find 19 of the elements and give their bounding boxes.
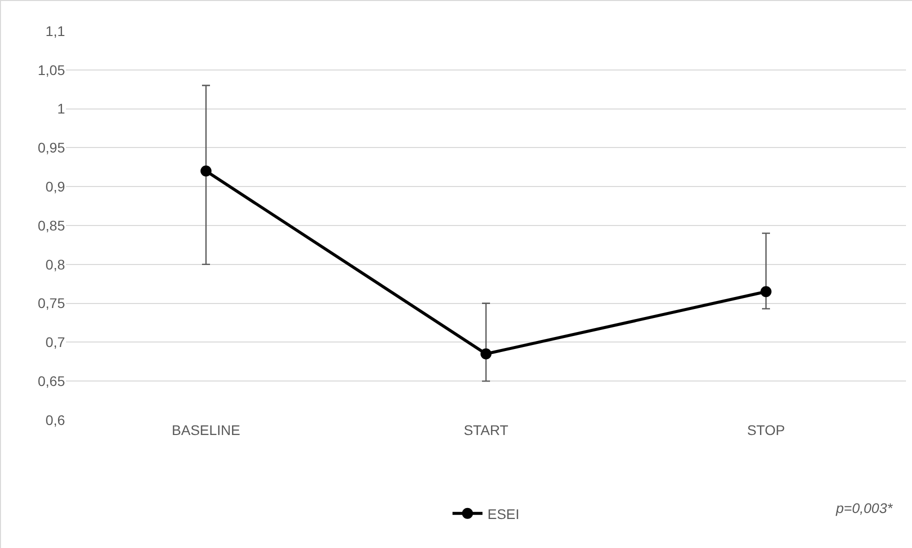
y-tick-label: 1,1 <box>46 22 66 39</box>
y-tick-label: 0,7 <box>46 334 66 350</box>
y-tick-label: 0,8 <box>46 256 66 272</box>
y-tick-label: 0,9 <box>46 178 66 194</box>
x-tick-label: BASELINE <box>172 422 240 438</box>
point <box>480 348 492 360</box>
x-tick-label: START <box>464 422 509 438</box>
legend-label: ESEI <box>488 506 520 522</box>
y-tick-label: 1,05 <box>38 62 66 78</box>
y-tick-label: 0,95 <box>38 140 66 156</box>
y-tick-label: 0,65 <box>38 373 66 389</box>
point <box>200 166 212 177</box>
text: p=0,003* <box>835 500 893 516</box>
point <box>760 286 772 298</box>
y-tick-label: 0,75 <box>38 295 66 312</box>
y-tick-label: 1 <box>57 100 66 117</box>
x-tick-label: STOP <box>747 422 785 438</box>
y-tick-label: 0,85 <box>38 217 66 234</box>
y-tick-label: 0,6 <box>46 412 66 428</box>
